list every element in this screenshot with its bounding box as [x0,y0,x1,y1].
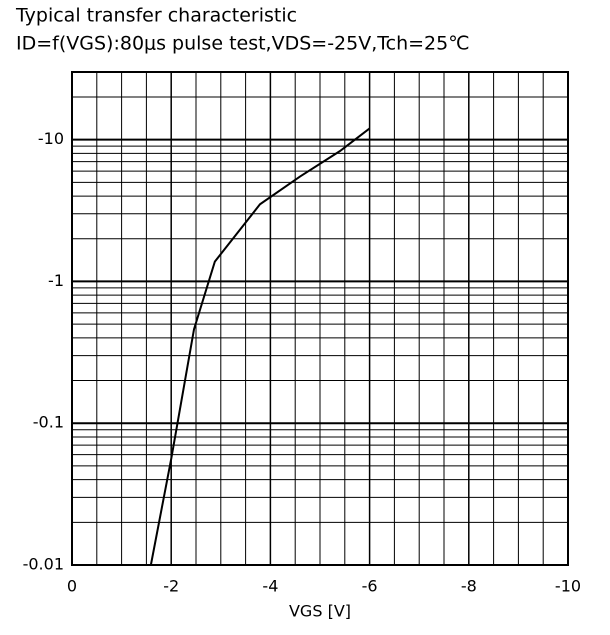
x-tick-label: -4 [262,577,278,596]
chart-title: Typical transfer characteristic [15,5,297,27]
y-tick-label: -0.01 [23,555,64,574]
x-tick-label: 0 [67,577,77,596]
x-axis-label: VGS [V] [289,602,351,621]
x-tick-label: -6 [362,577,378,596]
y-tick-label: -1 [48,271,64,290]
chart-subtitle: ID=f(VGS):80μs pulse test,VDS=-25V,Tch=2… [16,33,470,55]
x-tick-label: -10 [555,577,581,596]
x-tick-label: -8 [461,577,477,596]
y-tick-label: -0.1 [33,413,64,432]
x-tick-label: -2 [163,577,179,596]
y-tick-label: -10 [38,129,64,148]
data-line [149,127,371,566]
plot-frame [71,71,569,566]
